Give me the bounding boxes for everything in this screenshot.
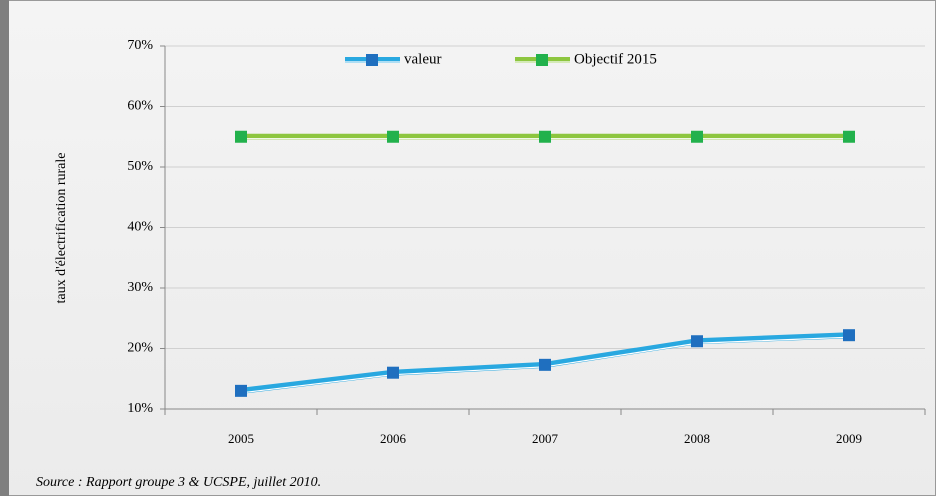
x-tick-label: 2008 xyxy=(684,431,710,446)
marker xyxy=(539,358,551,371)
x-tick-label: 2005 xyxy=(228,431,254,446)
x-tick-label: 2007 xyxy=(532,431,559,446)
y-tick-label: 10% xyxy=(127,401,153,416)
marker xyxy=(235,130,247,143)
marker xyxy=(843,130,855,143)
marker xyxy=(539,130,551,143)
y-tick-label: 20% xyxy=(127,341,153,356)
y-tick-label: 40% xyxy=(127,220,153,235)
frame-edge xyxy=(0,0,9,496)
y-tick-label: 30% xyxy=(127,280,153,295)
marker xyxy=(691,130,703,143)
x-tick-label: 2009 xyxy=(836,431,862,446)
legend-label: valeur xyxy=(404,51,441,67)
legend-label: Objectif 2015 xyxy=(574,51,657,67)
y-tick-label: 50% xyxy=(127,159,153,174)
marker xyxy=(387,366,399,379)
marker xyxy=(387,130,399,143)
marker xyxy=(235,384,247,397)
x-tick-label: 2006 xyxy=(380,431,407,446)
source-note: Source : Rapport groupe 3 & UCSPE, juill… xyxy=(36,475,321,490)
marker xyxy=(843,329,855,342)
marker xyxy=(691,335,703,348)
legend-marker xyxy=(366,54,378,66)
legend-marker xyxy=(536,54,548,66)
y-tick-label: 70% xyxy=(127,38,153,53)
y-tick-label: 60% xyxy=(127,99,153,114)
y-axis-label: taux d'électrification rurale xyxy=(54,153,69,304)
